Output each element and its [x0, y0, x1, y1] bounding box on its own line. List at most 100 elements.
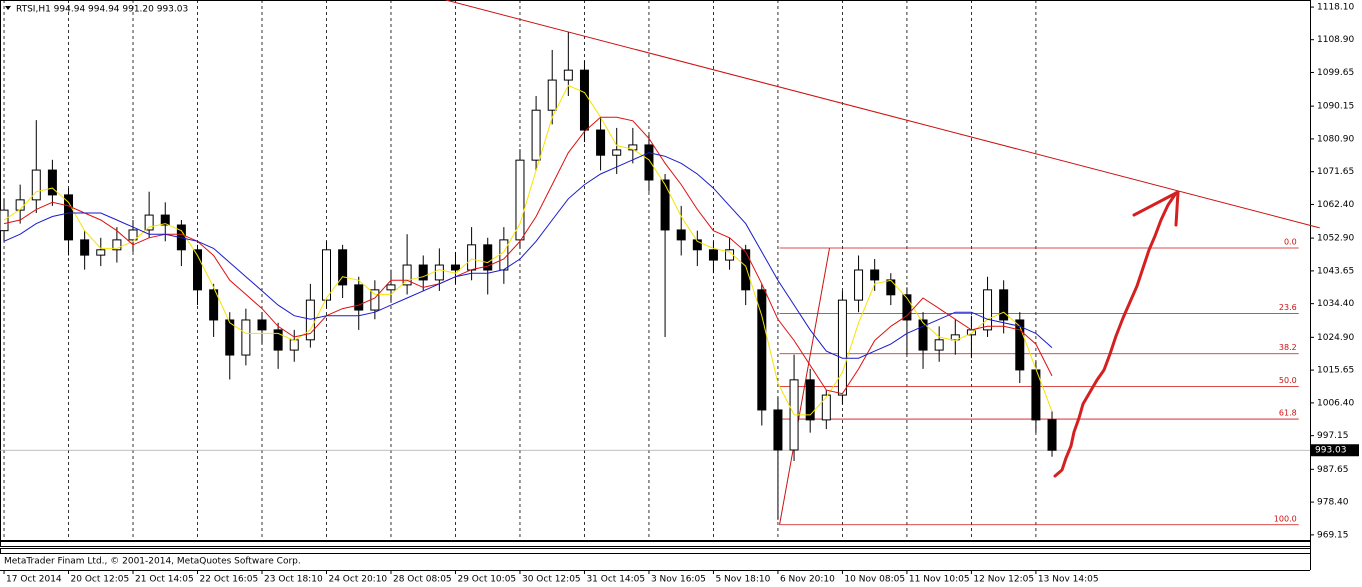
- candle-body: [612, 149, 622, 156]
- x-tick-label: 21 Oct 14:05: [135, 575, 194, 585]
- y-tick-label: 1099.65: [1317, 68, 1354, 78]
- candle-body: [757, 289, 767, 411]
- candle-body: [870, 269, 880, 281]
- fibo-label: 23.6: [1279, 303, 1297, 312]
- x-tick-label: 23 Oct 18:10: [264, 575, 323, 585]
- y-tick-label: 1024.90: [1317, 333, 1354, 343]
- candle-body: [15, 199, 25, 211]
- candle-body: [144, 214, 154, 231]
- candle-body: [257, 319, 267, 331]
- candle-body: [918, 319, 928, 351]
- candle-body: [934, 339, 944, 351]
- trendline: [445, 0, 1320, 229]
- y-tick-label: 1118.10: [1317, 3, 1354, 13]
- candle-body: [579, 69, 589, 131]
- fibo-label: 61.8: [1279, 409, 1297, 418]
- candle-body: [854, 269, 864, 301]
- candle-body: [692, 239, 702, 251]
- y-tick-label: 978.40: [1317, 498, 1349, 508]
- candle-body: [708, 249, 718, 261]
- x-tick-label: 20 Oct 12:05: [71, 575, 130, 585]
- fibo-label: 0.0: [1284, 238, 1297, 247]
- y-tick-label: 987.65: [1317, 465, 1349, 475]
- candle-body: [467, 244, 477, 271]
- y-tick-label: 1034.40: [1317, 299, 1354, 309]
- sub-panel: [0, 541, 1311, 547]
- x-tick-label: 31 Oct 14:05: [586, 575, 645, 585]
- candle-body: [1047, 419, 1057, 451]
- y-tick-label: 1015.65: [1317, 366, 1354, 376]
- candle-body: [837, 299, 847, 396]
- candle-body: [999, 289, 1009, 321]
- y-tick-label: 1062.40: [1317, 200, 1354, 210]
- candle-body: [483, 244, 493, 271]
- x-tick-label: 13 Nov 14:05: [1038, 575, 1099, 585]
- x-tick-label: 10 Nov 08:05: [844, 575, 905, 585]
- candle-body: [499, 239, 509, 271]
- candle-body: [209, 289, 219, 321]
- candle-body: [886, 279, 896, 296]
- candle-body: [547, 79, 557, 111]
- hand-drawn-arrow: [1053, 191, 1178, 478]
- candle-body: [305, 299, 315, 341]
- x-tick-label: 12 Nov 12:05: [973, 575, 1034, 585]
- fibo-label: 38.2: [1279, 343, 1297, 352]
- last-price-label: 993.03: [1315, 446, 1347, 456]
- candle-body: [950, 334, 960, 341]
- moving-average: [3, 152, 1053, 359]
- candle-body: [160, 214, 170, 226]
- y-tick-label: 1090.15: [1317, 102, 1354, 112]
- candle-body: [402, 264, 412, 286]
- candle-body: [628, 144, 638, 151]
- candle-body: [386, 284, 396, 291]
- candle-body: [47, 169, 57, 196]
- x-tick-label: 6 Nov 20:10: [780, 575, 835, 585]
- y-tick-label: 1006.40: [1317, 398, 1354, 408]
- candle-body: [902, 294, 912, 321]
- candle-body: [128, 229, 138, 241]
- y-tick-label: 1043.65: [1317, 266, 1354, 276]
- x-tick-label: 30 Oct 12:05: [522, 575, 581, 585]
- candle-body: [273, 329, 283, 351]
- candle-body: [96, 249, 106, 256]
- candle-body: [644, 144, 654, 181]
- x-tick-label: 24 Oct 20:10: [328, 575, 387, 585]
- candle-body: [741, 249, 751, 291]
- candle-body: [821, 394, 831, 421]
- candle-body: [450, 264, 460, 271]
- candle-body: [225, 319, 235, 356]
- candle-body: [596, 129, 606, 156]
- moving-average: [3, 84, 1053, 416]
- candle-body: [531, 109, 541, 161]
- y-tick-label: 1071.65: [1317, 167, 1354, 177]
- y-tick-label: 1108.90: [1317, 35, 1354, 45]
- x-tick-label: 17 Oct 2014: [6, 575, 62, 585]
- candle-body: [31, 169, 41, 201]
- last-price-box: [1311, 444, 1359, 457]
- chart-title: RTSI,H1 994.94 994.94 991.20 993.03: [16, 5, 188, 15]
- x-tick-label: 3 Nov 16:05: [651, 575, 706, 585]
- candle-body: [676, 229, 686, 241]
- candle-body: [1015, 319, 1025, 371]
- candle-body: [434, 264, 444, 281]
- candle-body: [289, 339, 299, 351]
- header-arrow: [5, 6, 11, 10]
- candle-body: [0, 209, 9, 232]
- hand-drawn-arrowhead: [1132, 190, 1180, 227]
- candle-body: [418, 264, 428, 281]
- x-tick-label: 5 Nov 18:10: [715, 575, 770, 585]
- candle-body: [983, 289, 993, 331]
- x-tick-label: 22 Oct 16:05: [200, 575, 259, 585]
- candle-body: [660, 179, 670, 231]
- x-tick-label: 29 Oct 10:05: [457, 575, 516, 585]
- candle-body: [354, 284, 364, 311]
- candle-body: [241, 319, 251, 356]
- candle-body: [773, 409, 783, 451]
- candle-body: [563, 69, 573, 81]
- candle-body: [338, 249, 348, 286]
- moving-average: [3, 116, 1053, 395]
- x-tick-label: 11 Nov 10:05: [909, 575, 970, 585]
- candle-body: [321, 249, 331, 301]
- candle-body: [193, 249, 203, 291]
